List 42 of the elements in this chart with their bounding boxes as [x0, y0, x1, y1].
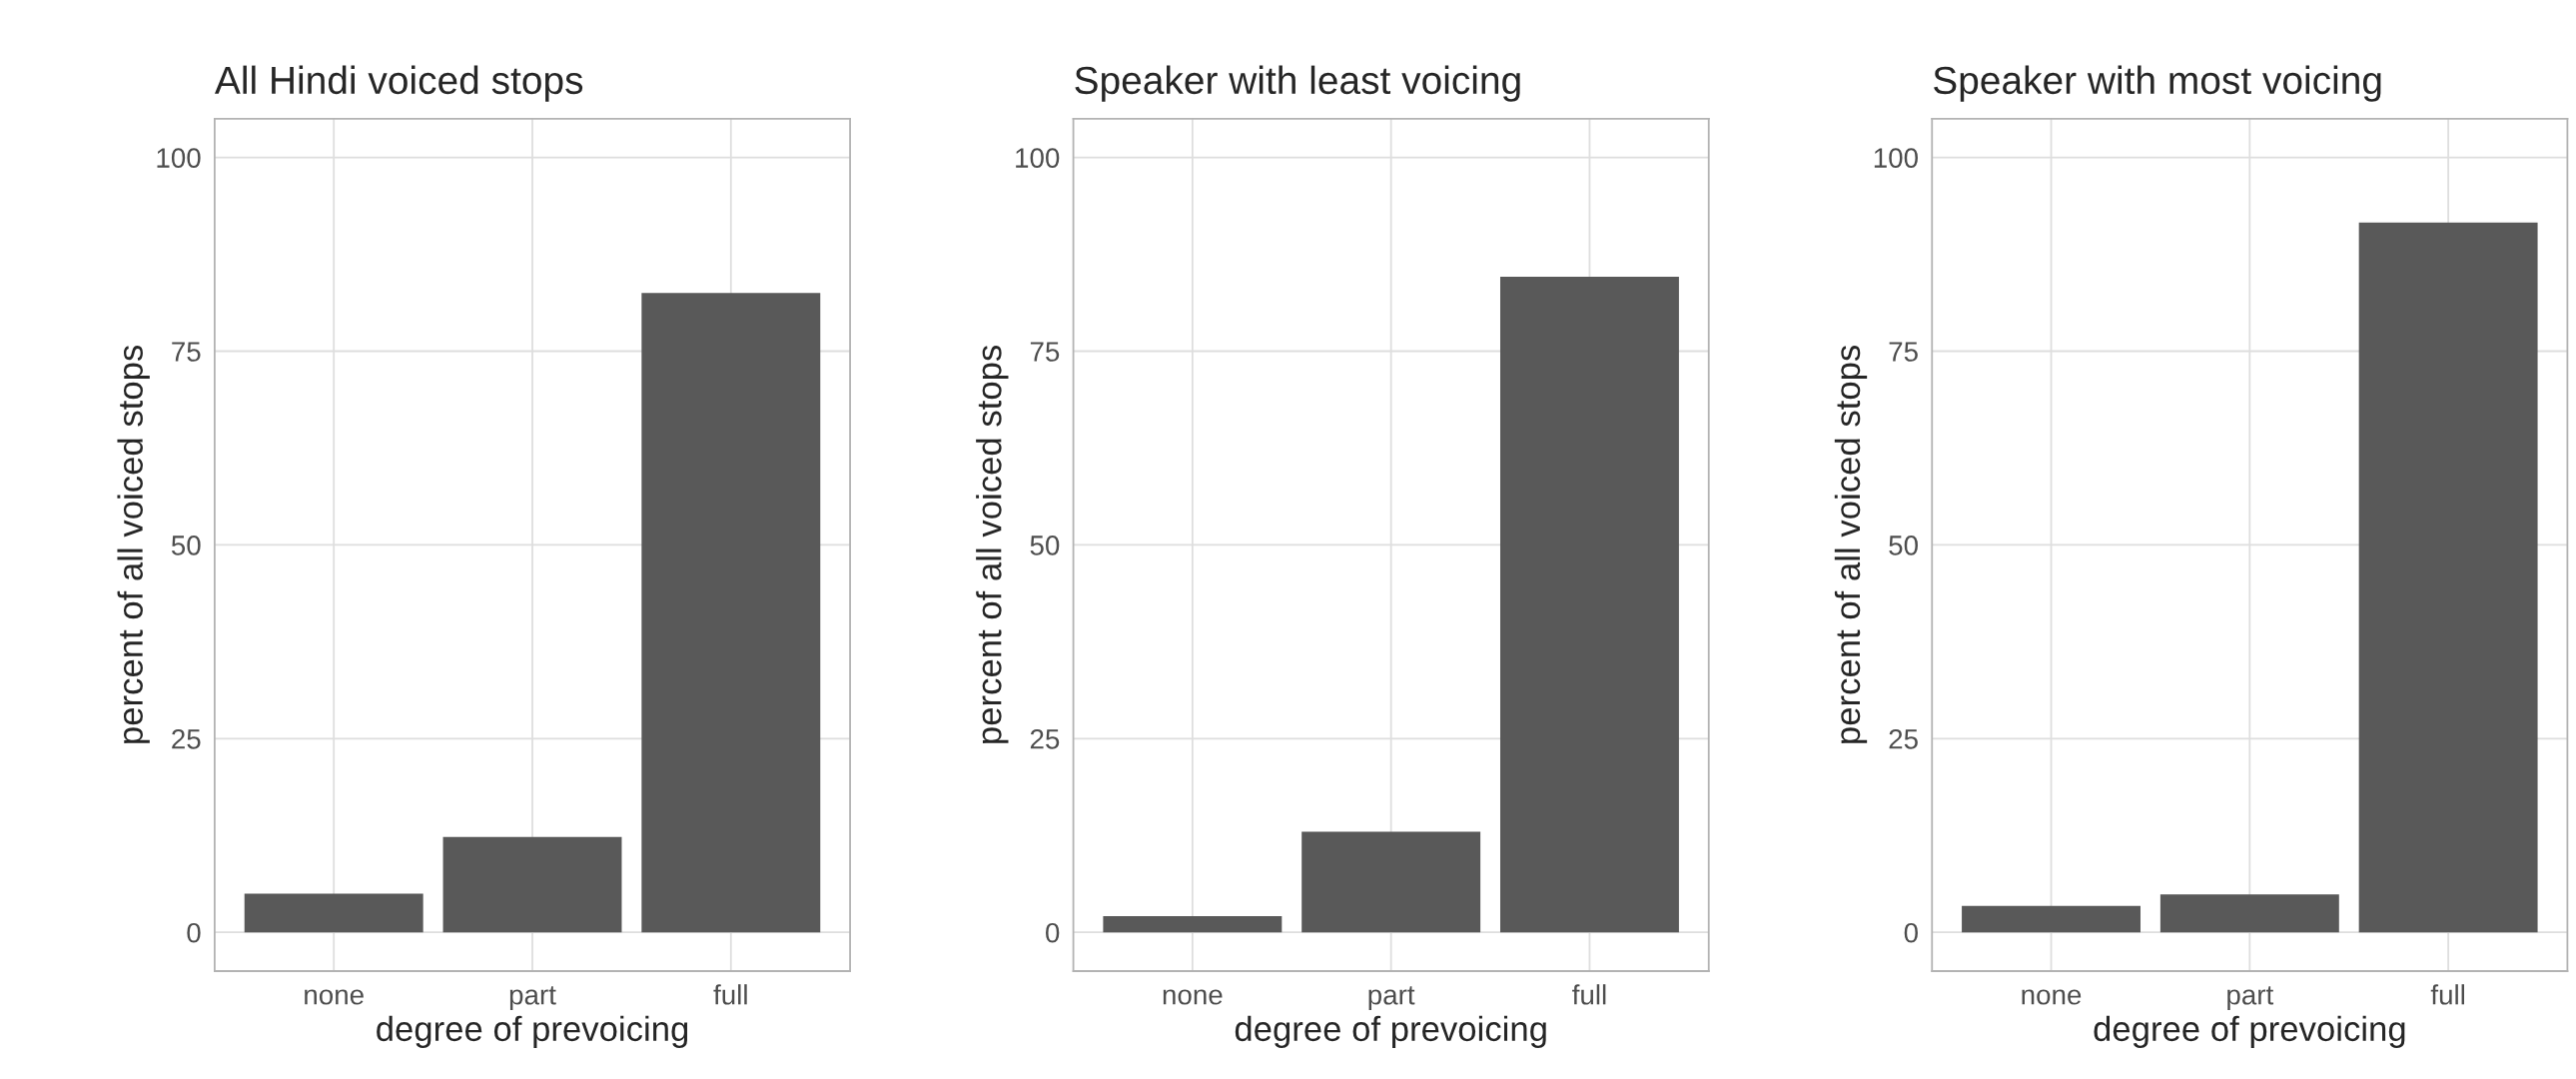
x-tick-label: none	[1163, 989, 1223, 1005]
chart-title: Speaker with least voicing	[1075, 65, 1520, 102]
y-tick-label: 0	[187, 922, 201, 943]
x-tick-label: none	[305, 989, 364, 1005]
x-tick-label: part	[2227, 986, 2274, 1011]
y-tick-label: 50	[1030, 536, 1060, 555]
bar	[1962, 905, 2141, 933]
y-tick-label: 100	[157, 148, 201, 168]
x-tick-label: full	[713, 984, 747, 1005]
bar	[2358, 222, 2538, 933]
y-tick-label: 75	[1889, 342, 1918, 362]
y-tick-label: 75	[1030, 342, 1060, 362]
x-tick-label: part	[1368, 986, 1415, 1011]
y-tick-label: 50	[1889, 536, 1918, 555]
chart-title: Speaker with most voicing	[1934, 65, 2381, 102]
x-tick-label: full	[2430, 984, 2465, 1005]
x-axis-title: degree of prevoicing	[1235, 1015, 1546, 1049]
bar	[442, 836, 622, 933]
bar	[1301, 831, 1481, 933]
bar	[1500, 277, 1679, 933]
bar	[641, 293, 821, 933]
x-tick-label: part	[509, 986, 556, 1011]
y-axis-title: percent of all voiced stops	[117, 345, 150, 743]
y-tick-label: 100	[1874, 148, 1918, 168]
x-tick-label: full	[1572, 984, 1606, 1005]
x-axis-title: degree of prevoicing	[377, 1015, 688, 1049]
bar	[1103, 915, 1283, 933]
y-tick-label: 0	[1046, 922, 1060, 943]
chart-title: All Hindi voiced stops	[215, 65, 583, 102]
bar	[244, 893, 424, 933]
y-tick-label: 50	[171, 536, 201, 555]
x-tick-label: none	[2022, 989, 2082, 1005]
y-tick-label: 25	[1030, 728, 1060, 749]
y-axis-title: percent of all voiced stops	[1834, 345, 1868, 743]
y-tick-label: 25	[1889, 728, 1918, 749]
x-axis-title: degree of prevoicing	[2094, 1015, 2405, 1049]
y-tick-label: 75	[172, 342, 201, 362]
bar	[2159, 894, 2339, 933]
y-axis-title: percent of all voiced stops	[976, 345, 1009, 743]
y-tick-label: 0	[1904, 922, 1918, 943]
y-tick-label: 25	[172, 728, 201, 749]
y-tick-label: 100	[1016, 148, 1060, 168]
